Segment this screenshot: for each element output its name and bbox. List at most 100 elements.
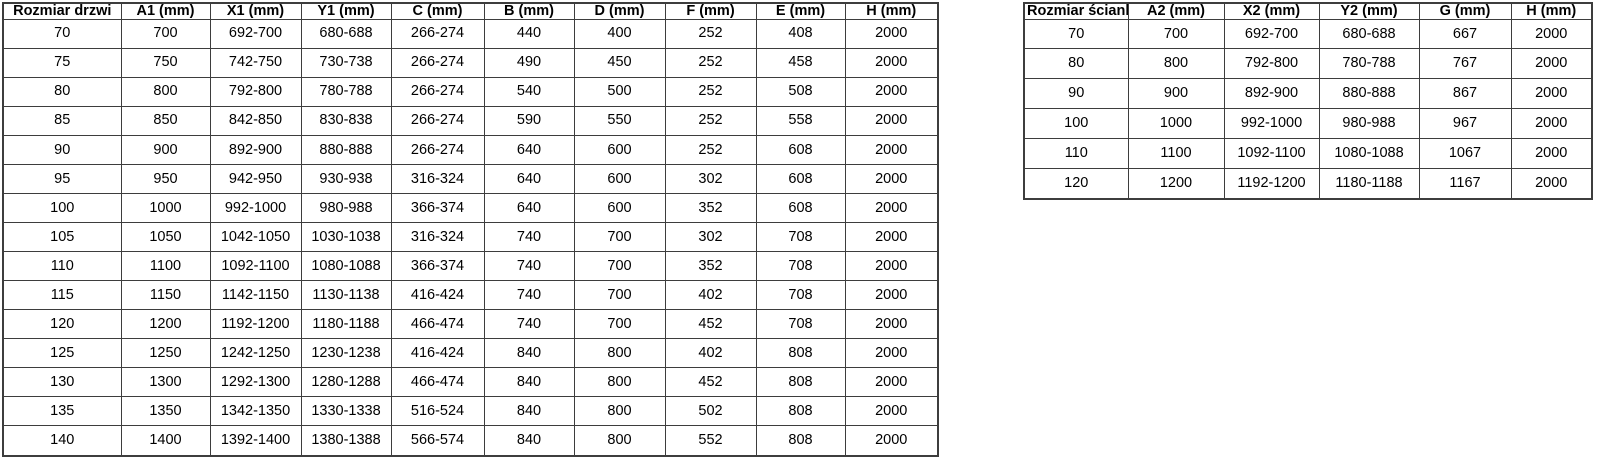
table-cell: 400	[573, 18, 666, 49]
table-cell: 1180-1188	[300, 309, 392, 340]
table-cell: 880-888	[1318, 78, 1420, 109]
table-cell: 458	[755, 47, 846, 78]
table-cell: 808	[755, 338, 846, 369]
table-cell: 792-800	[209, 76, 302, 107]
table-cell: 70	[1023, 18, 1129, 50]
table-cell: 2000	[1510, 48, 1593, 80]
table-cell: 105	[2, 221, 122, 253]
table-cell: 266-274	[390, 76, 485, 107]
table-cell: 740	[483, 221, 575, 253]
table-cell: 700	[573, 309, 666, 340]
table-cell: 980-988	[300, 192, 392, 223]
table-cell: 316-324	[390, 163, 485, 194]
table-cell: 440	[483, 18, 575, 49]
table-cell: 967	[1418, 107, 1512, 139]
table-row: 75 750 742-750 730-738 266-274 490 450 252 458 20…	[2, 47, 939, 78]
column-header: C (mm)	[390, 2, 485, 20]
table-cell: 830-838	[300, 105, 392, 136]
table-cell: 808	[755, 425, 846, 457]
table-cell: 800	[573, 425, 666, 457]
table-cell: 2000	[844, 163, 939, 194]
table-cell: 1242-1250	[209, 338, 302, 369]
table-cell: 550	[573, 105, 666, 136]
table-row: 120 1200 1192-1200 1180-1188 466-474 740 700 45…	[2, 309, 939, 340]
table-cell: 1350	[120, 396, 211, 427]
table-cell: 90	[1023, 78, 1129, 109]
table-cell: 867	[1418, 78, 1512, 109]
table-cell: 1142-1150	[209, 280, 302, 311]
table-cell: 600	[573, 192, 666, 223]
table-cell: 740	[483, 309, 575, 340]
table-cell: 900	[1127, 78, 1225, 109]
table-cell: 252	[664, 47, 757, 78]
column-header: E (mm)	[755, 2, 846, 20]
table-cell: 808	[755, 396, 846, 427]
table-cell: 850	[120, 105, 211, 136]
table-cell: 2000	[844, 280, 939, 311]
table-cell: 708	[755, 280, 846, 311]
table-cell: 992-1000	[209, 192, 302, 223]
table-cell: 808	[755, 367, 846, 398]
table-cell: 502	[664, 396, 757, 427]
table-cell: 558	[755, 105, 846, 136]
table-cell: 1180-1188	[1318, 167, 1420, 200]
table-cell: 640	[483, 192, 575, 223]
column-header: Y2 (mm)	[1318, 2, 1420, 20]
table-row: 105 1050 1042-1050 1030-1038 316-324 740 700 30…	[2, 221, 939, 253]
table-cell: 680-688	[300, 18, 392, 49]
table-cell: 508	[755, 76, 846, 107]
column-header: X1 (mm)	[209, 2, 302, 20]
table-cell: 1280-1288	[300, 367, 392, 398]
table-cell: 2000	[844, 76, 939, 107]
table-row: 70 700 692-700 680-688 667 2000	[1023, 18, 1593, 50]
table-row: 120 1200 1192-1200 1180-1188 1167 2000	[1023, 167, 1593, 200]
table-cell: 840	[483, 338, 575, 369]
table-cell: 1192-1200	[209, 309, 302, 340]
table-cell: 992-1000	[1223, 107, 1320, 139]
header-row: Rozmiar drzwi A1 (mm) X1 (mm) Y1 (mm) C (mm)…	[2, 2, 939, 20]
table-cell: 130	[2, 367, 122, 398]
table-cell: 800	[573, 396, 666, 427]
table-cell: 600	[573, 163, 666, 194]
table-cell: 302	[664, 163, 757, 194]
table-row: 90 900 892-900 880-888 266-274 640 600 252 608 20…	[2, 134, 939, 165]
header-row: Rozmiar ścianki A2 (mm) X2 (mm) Y2 (mm) G (m…	[1023, 2, 1593, 20]
table-cell: 1000	[1127, 107, 1225, 139]
table-cell: 1030-1038	[300, 221, 392, 253]
table-cell: 900	[120, 134, 211, 165]
table-cell: 2000	[1510, 78, 1593, 109]
table-cell: 416-424	[390, 280, 485, 311]
table-row: 140 1400 1392-1400 1380-1388 566-574 840 800 55…	[2, 425, 939, 457]
table-cell: 1092-1100	[209, 250, 302, 282]
table-cell: 700	[573, 280, 666, 311]
table-cell: 680-688	[1318, 18, 1420, 50]
table-cell: 2000	[844, 367, 939, 398]
column-header: B (mm)	[483, 2, 575, 20]
table-cell: 600	[573, 134, 666, 165]
table-row: 125 1250 1242-1250 1230-1238 416-424 840 800 40…	[2, 338, 939, 369]
table-cell: 90	[2, 134, 122, 165]
table-cell: 1380-1388	[300, 425, 392, 457]
table-cell: 1192-1200	[1223, 167, 1320, 200]
table-cell: 880-888	[300, 134, 392, 165]
table-cell: 402	[664, 280, 757, 311]
table-cell: 1080-1088	[300, 250, 392, 282]
table-cell: 450	[573, 47, 666, 78]
table-row: 135 1350 1342-1350 1330-1338 516-524 840 800 50…	[2, 396, 939, 427]
table-cell: 452	[664, 367, 757, 398]
table-cell: 700	[573, 221, 666, 253]
table-cell: 740	[483, 280, 575, 311]
table-cell: 266-274	[390, 47, 485, 78]
table-cell: 780-788	[300, 76, 392, 107]
table-cell: 2000	[844, 250, 939, 282]
table-cell: 120	[1023, 167, 1129, 200]
column-header: A1 (mm)	[120, 2, 211, 20]
table-cell: 942-950	[209, 163, 302, 194]
table-cell: 800	[1127, 48, 1225, 80]
table-cell: 692-700	[1223, 18, 1320, 50]
table-row: 130 1300 1292-1300 1280-1288 466-474 840 800 45…	[2, 367, 939, 398]
table-cell: 408	[755, 18, 846, 49]
table-cell: 266-274	[390, 105, 485, 136]
table-cell: 266-274	[390, 134, 485, 165]
table-cell: 840	[483, 425, 575, 457]
